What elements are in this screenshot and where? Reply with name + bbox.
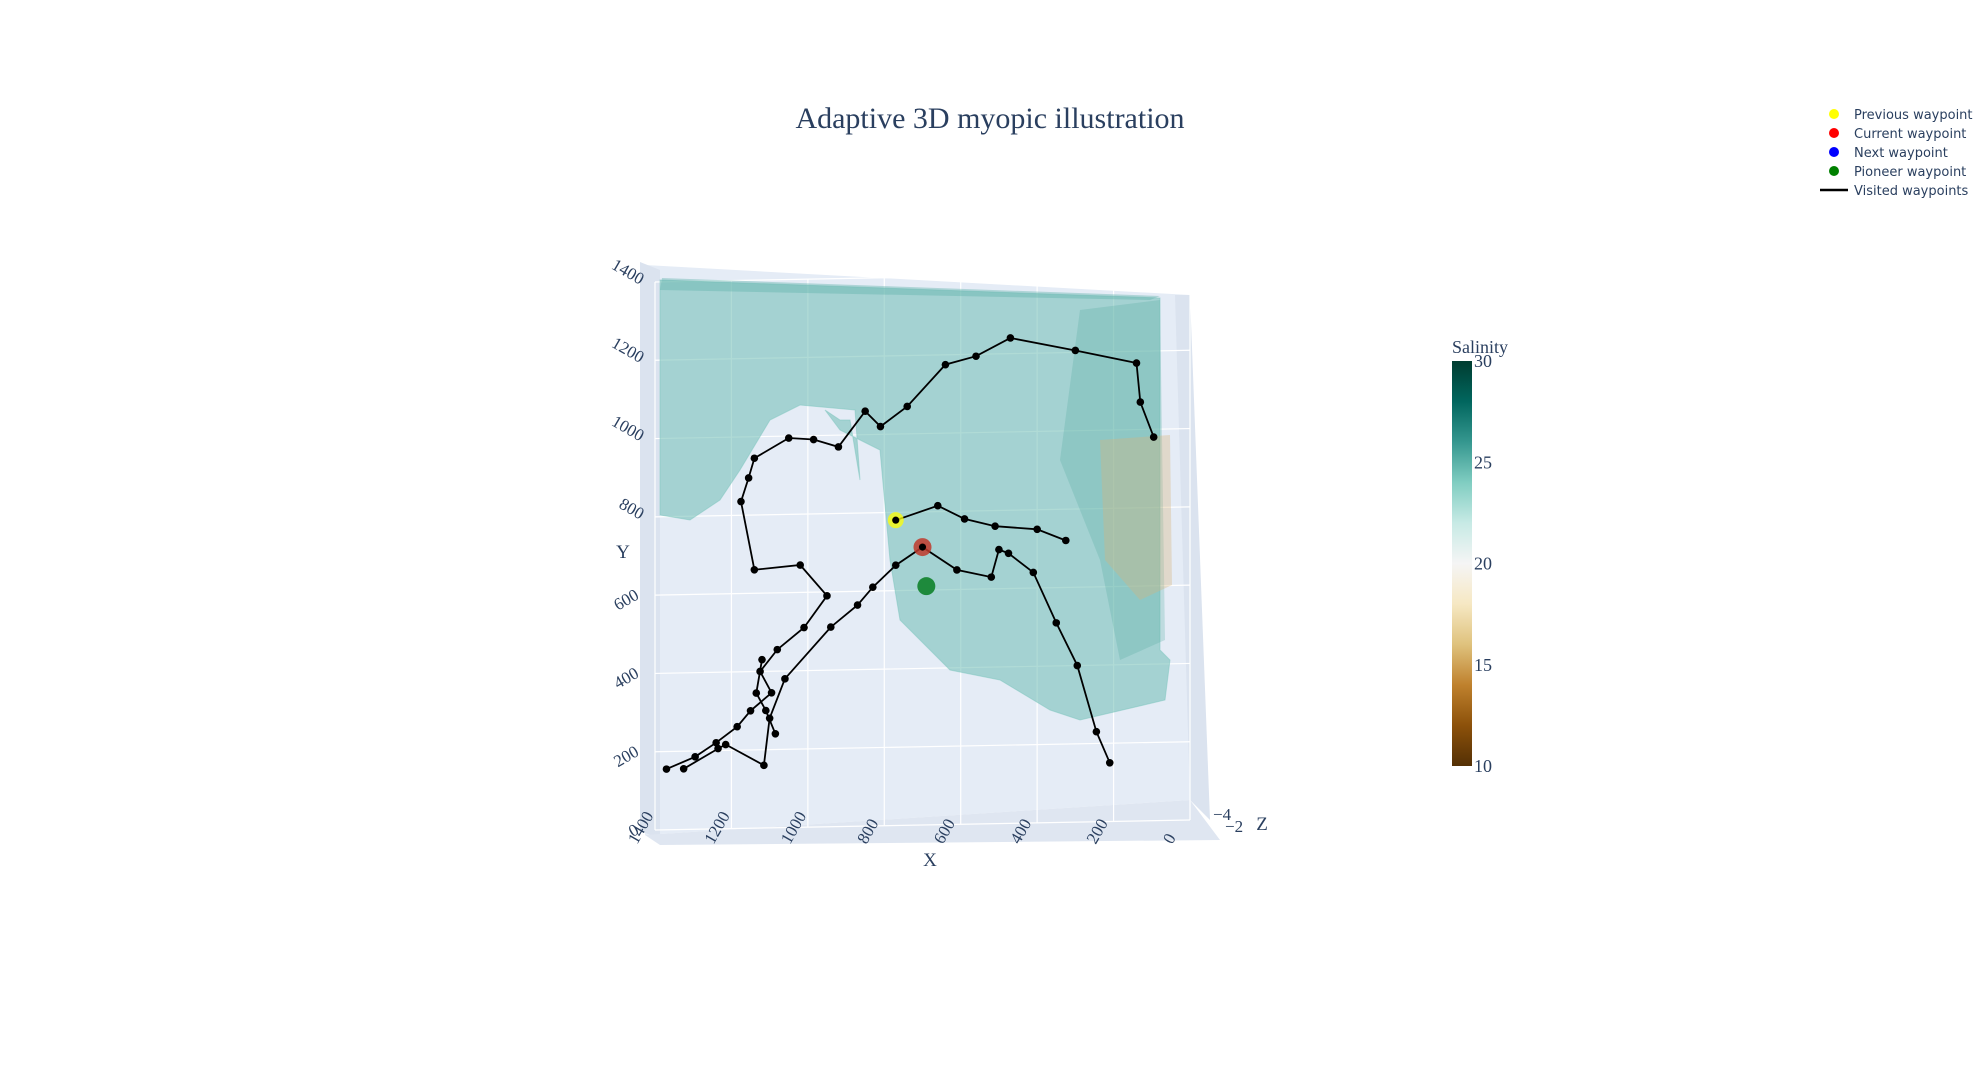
y-tick-label: 600 — [610, 585, 642, 614]
visited-waypoint-marker — [941, 360, 950, 369]
colorbar-tick-label: 15 — [1474, 655, 1492, 675]
colorbar-title: Salinity — [1452, 337, 1508, 357]
y-axis-title: Y — [616, 542, 630, 563]
visited-waypoint-marker — [1136, 398, 1145, 406]
salinity-surface — [659, 279, 1171, 721]
visited-waypoint-marker — [1062, 536, 1070, 545]
colorbar-gradient — [1452, 361, 1472, 766]
visited-waypoint-marker — [784, 434, 793, 442]
visited-waypoint-marker — [960, 515, 969, 523]
visited-waypoint-marker — [758, 655, 766, 664]
visited-waypoint-marker — [1105, 758, 1114, 767]
visited-waypoint-marker — [891, 561, 900, 569]
visited-waypoint-marker — [876, 422, 885, 431]
colorbar-tick-label: 25 — [1474, 452, 1492, 472]
colorbar-tick-label: 20 — [1474, 554, 1492, 574]
y-gridline — [654, 819, 1191, 831]
visited-waypoint-marker — [737, 497, 745, 506]
visited-waypoint-marker — [773, 645, 782, 654]
visited-waypoint-marker — [809, 435, 818, 444]
legend[interactable]: Previous waypoint Current waypoint Next wa… — [1820, 108, 1973, 199]
visited-waypoint-marker — [991, 522, 999, 530]
legend-entry-label[interactable]: Visited waypoints — [1854, 184, 1969, 199]
previous-waypoint-center — [892, 516, 900, 524]
visited-waypoint-marker — [1092, 727, 1101, 736]
visited-waypoint-marker — [679, 764, 688, 773]
visited-waypoint-marker — [800, 623, 808, 632]
z-tick-label: −2 — [1225, 817, 1243, 836]
pioneer-waypoint-marker — [917, 577, 936, 596]
visited-waypoint-marker — [714, 744, 722, 753]
legend-dot-symbol — [1829, 128, 1839, 138]
visited-waypoint-marker — [796, 561, 805, 569]
visited-waypoint-marker — [834, 443, 843, 451]
scene-floor — [645, 800, 1220, 845]
visited-path-line — [683, 546, 1111, 770]
visited-waypoint-marker — [746, 706, 755, 715]
visited-waypoint-marker — [1149, 433, 1158, 441]
colorbar: Salinity 30 25 20 15 10 — [1452, 337, 1508, 776]
legend-dot-symbol — [1829, 109, 1839, 119]
visited-waypoint-marker — [903, 402, 912, 411]
visited-waypoint-marker — [781, 675, 789, 683]
colorbar-tick-label: 30 — [1474, 351, 1492, 371]
y-gridline — [654, 271, 1191, 283]
visited-waypoint-marker — [1004, 549, 1013, 558]
visited-waypoint-marker — [760, 761, 768, 770]
visited-waypoint-marker — [750, 566, 759, 574]
visited-waypoint-marker — [1033, 525, 1041, 534]
visited-waypoint-marker — [721, 740, 730, 749]
legend-dot-symbol — [1829, 147, 1839, 157]
legend-entry-label[interactable]: Pioneer waypoint — [1854, 165, 1966, 180]
visited-waypoint-marker — [750, 454, 759, 463]
salinity-surface-top — [660, 278, 1160, 300]
z-axis-ticks: −4−2 — [1213, 805, 1243, 836]
colorbar-tick-label: 10 — [1474, 756, 1492, 776]
visited-waypoint-marker — [987, 573, 996, 581]
visited-waypoint-marker — [826, 623, 835, 631]
legend-entry-label[interactable]: Previous waypoint — [1854, 108, 1973, 123]
z-axis-title: Z — [1256, 814, 1268, 835]
visited-waypoint-marker — [752, 689, 761, 697]
scene[interactable] — [640, 262, 1220, 845]
visited-waypoint-marker — [662, 765, 671, 773]
visited-path-line — [755, 659, 777, 735]
visited-waypoint-marker — [823, 592, 831, 600]
visited-waypoint-marker — [733, 722, 741, 731]
visited-waypoint-marker — [1029, 568, 1038, 577]
legend-dot-symbol — [1829, 166, 1839, 176]
visited-waypoint-marker — [771, 730, 780, 738]
y-tick-label: 400 — [610, 663, 642, 692]
visited-waypoint-marker — [953, 566, 961, 574]
visited-waypoint-marker — [691, 753, 699, 761]
legend-entry-label[interactable]: Current waypoint — [1854, 127, 1966, 142]
visited-waypoint-marker — [744, 474, 753, 482]
visited-waypoint-marker — [853, 601, 862, 609]
visited-waypoint-marker — [995, 545, 1003, 554]
chart-title: Adaptive 3D myopic illustration — [795, 102, 1184, 135]
y-tick-label: 200 — [610, 742, 642, 771]
visited-waypoint-marker — [712, 738, 720, 747]
colorbar-ticks: 30 25 20 15 10 — [1474, 351, 1492, 776]
low-salinity-patch — [1100, 435, 1172, 600]
visited-waypoint-marker — [869, 583, 877, 591]
visited-path-line — [895, 504, 1067, 542]
visited-waypoint-marker — [972, 352, 980, 361]
visited-waypoint-marker — [1071, 346, 1080, 355]
z-tick-label: −4 — [1213, 805, 1232, 824]
visited-waypoint-marker — [1073, 661, 1082, 670]
visited-waypoint-marker — [1006, 334, 1015, 342]
visited-waypoint-marker — [1132, 359, 1141, 367]
visited-waypoint-marker — [767, 688, 776, 697]
visited-waypoint-marker — [861, 407, 869, 415]
visited-waypoint-marker — [762, 706, 770, 715]
visited-waypoint-marker — [1052, 619, 1061, 627]
current-waypoint-center — [919, 543, 926, 551]
visited-waypoint-marker — [933, 501, 942, 510]
special-waypoints — [887, 512, 936, 596]
legend-entry-label[interactable]: Next waypoint — [1854, 146, 1948, 161]
x-axis-title: X — [923, 850, 937, 871]
scene-right-wall — [1175, 295, 1210, 820]
